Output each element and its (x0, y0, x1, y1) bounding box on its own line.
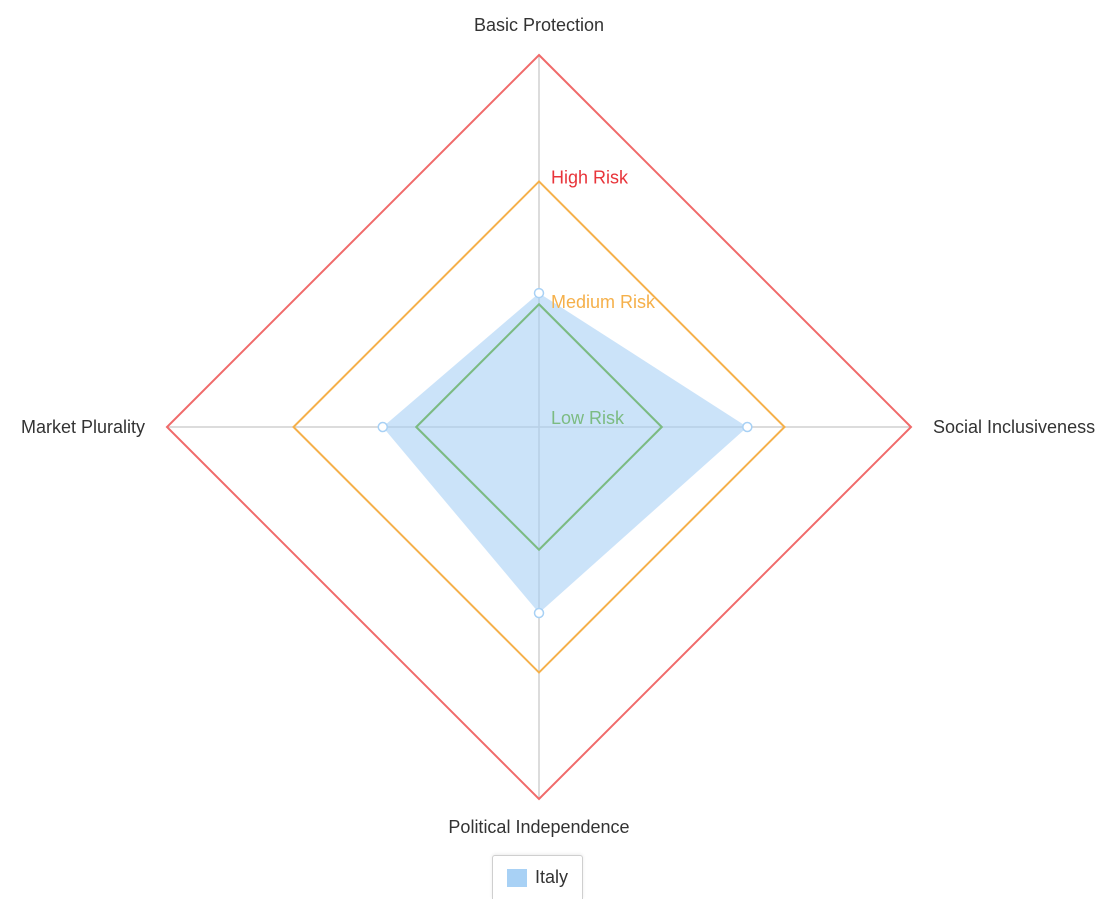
threshold-label-medium-risk: Medium Risk (551, 292, 656, 312)
axis-label-social-inclusiveness: Social Inclusiveness (933, 417, 1095, 437)
data-point-basic-protection[interactable] (533, 287, 545, 299)
data-point-social-inclusiveness[interactable] (742, 421, 753, 433)
legend-swatch-italy (507, 868, 527, 887)
legend[interactable]: Italy (492, 855, 584, 899)
axis-label-basic-protection: Basic Protection (474, 15, 604, 35)
axis-label-political-independence: Political Independence (448, 817, 629, 837)
data-point-political-independence[interactable] (533, 607, 545, 619)
legend-label-italy: Italy (535, 867, 569, 887)
threshold-label-high-risk: High Risk (551, 167, 629, 187)
threshold-label-low-risk: Low Risk (551, 408, 625, 428)
threshold-ring-medium-risk (292, 180, 786, 674)
threshold-ring-high-risk (165, 53, 913, 801)
series-area-italy[interactable] (382, 293, 748, 613)
data-point-market-plurality[interactable] (377, 421, 389, 433)
threshold-ring-overlay-low-risk (414, 302, 664, 552)
axis-label-market-plurality: Market Plurality (21, 417, 145, 437)
